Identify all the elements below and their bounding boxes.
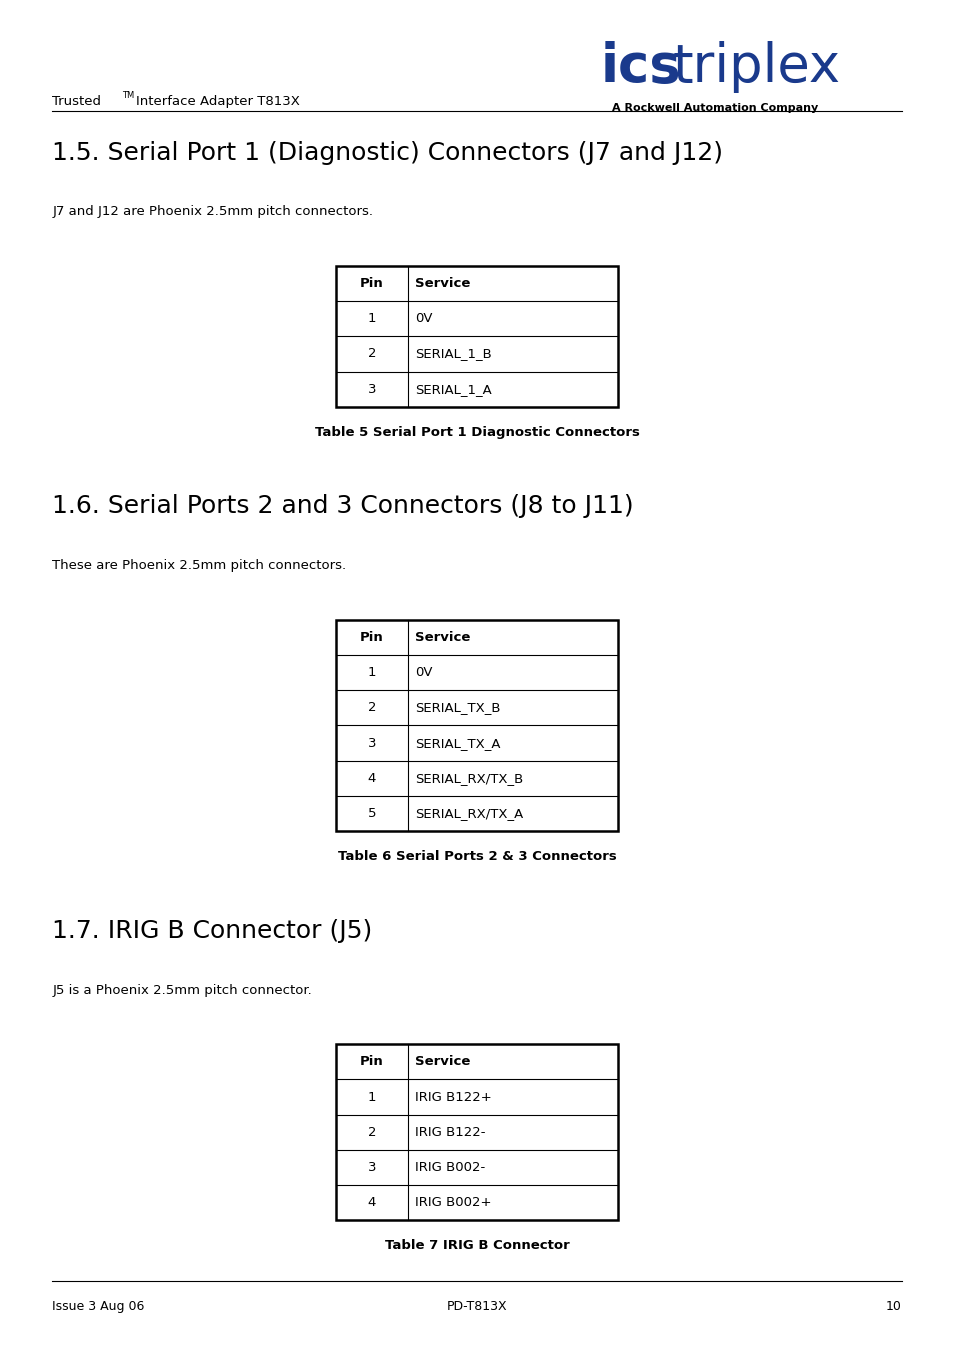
Text: TM: TM — [122, 92, 134, 100]
Text: IRIG B002-: IRIG B002- — [416, 1161, 485, 1174]
Text: 4: 4 — [368, 771, 375, 785]
Text: These are Phoenix 2.5mm pitch connectors.: These are Phoenix 2.5mm pitch connectors… — [52, 559, 346, 573]
Text: Pin: Pin — [360, 277, 383, 290]
Text: A Rockwell Automation Company: A Rockwell Automation Company — [612, 103, 818, 112]
Text: Interface Adapter T813X: Interface Adapter T813X — [136, 95, 300, 108]
Text: 5: 5 — [368, 807, 375, 820]
Bar — [335, 1044, 618, 1079]
Text: SERIAL_1_A: SERIAL_1_A — [416, 382, 492, 396]
Text: Pin: Pin — [360, 1055, 383, 1069]
Text: IRIG B002+: IRIG B002+ — [416, 1196, 492, 1209]
Bar — [335, 620, 618, 831]
Text: 1.7. IRIG B Connector (J5): 1.7. IRIG B Connector (J5) — [52, 919, 373, 943]
Text: IRIG B122+: IRIG B122+ — [416, 1090, 492, 1104]
Text: ics: ics — [600, 41, 681, 92]
Text: 10: 10 — [884, 1300, 901, 1313]
Text: Service: Service — [416, 631, 471, 644]
Text: SERIAL_RX/TX_B: SERIAL_RX/TX_B — [416, 771, 523, 785]
Text: SERIAL_RX/TX_A: SERIAL_RX/TX_A — [416, 807, 523, 820]
Text: 1: 1 — [368, 312, 375, 326]
Bar — [335, 266, 618, 301]
Text: 3: 3 — [368, 1161, 375, 1174]
Text: 4: 4 — [368, 1196, 375, 1209]
Text: PD-T813X: PD-T813X — [446, 1300, 507, 1313]
Text: IRIG B122-: IRIG B122- — [416, 1125, 485, 1139]
Text: SERIAL_TX_A: SERIAL_TX_A — [416, 736, 500, 750]
Text: Issue 3 Aug 06: Issue 3 Aug 06 — [52, 1300, 145, 1313]
Text: 0V: 0V — [416, 312, 433, 326]
Text: J7 and J12 are Phoenix 2.5mm pitch connectors.: J7 and J12 are Phoenix 2.5mm pitch conne… — [52, 205, 373, 219]
Text: Trusted: Trusted — [52, 95, 101, 108]
Bar — [335, 620, 618, 655]
Text: Service: Service — [416, 277, 471, 290]
Text: Pin: Pin — [360, 631, 383, 644]
Text: 2: 2 — [368, 347, 375, 361]
Text: Service: Service — [416, 1055, 471, 1069]
Text: SERIAL_TX_B: SERIAL_TX_B — [416, 701, 500, 715]
Text: Table 6 Serial Ports 2 & 3 Connectors: Table 6 Serial Ports 2 & 3 Connectors — [337, 850, 616, 863]
Text: 2: 2 — [368, 701, 375, 715]
Text: 1: 1 — [368, 666, 375, 680]
Bar — [335, 266, 618, 407]
Bar — [335, 1044, 618, 1220]
Text: triplex: triplex — [672, 41, 840, 92]
Text: Table 7 IRIG B Connector: Table 7 IRIG B Connector — [384, 1239, 569, 1252]
Text: 3: 3 — [368, 736, 375, 750]
Text: 1.6. Serial Ports 2 and 3 Connectors (J8 to J11): 1.6. Serial Ports 2 and 3 Connectors (J8… — [52, 494, 634, 519]
Text: SERIAL_1_B: SERIAL_1_B — [416, 347, 492, 361]
Text: J5 is a Phoenix 2.5mm pitch connector.: J5 is a Phoenix 2.5mm pitch connector. — [52, 984, 312, 997]
Text: 1: 1 — [368, 1090, 375, 1104]
Text: 1.5. Serial Port 1 (Diagnostic) Connectors (J7 and J12): 1.5. Serial Port 1 (Diagnostic) Connecto… — [52, 141, 722, 165]
Text: 3: 3 — [368, 382, 375, 396]
Text: Table 5 Serial Port 1 Diagnostic Connectors: Table 5 Serial Port 1 Diagnostic Connect… — [314, 426, 639, 439]
Text: 0V: 0V — [416, 666, 433, 680]
Text: 2: 2 — [368, 1125, 375, 1139]
